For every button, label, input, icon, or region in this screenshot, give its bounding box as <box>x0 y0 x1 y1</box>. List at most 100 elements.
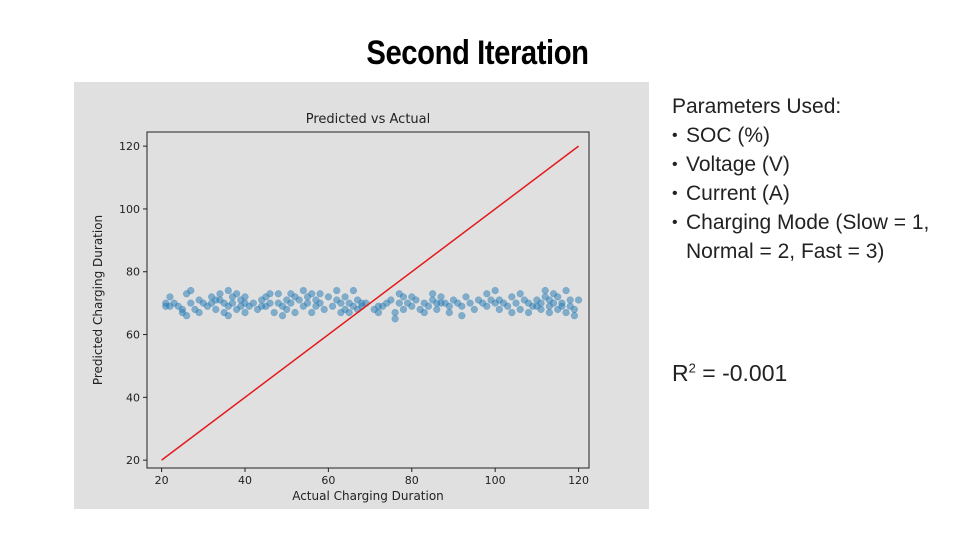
scatter-point <box>391 315 399 323</box>
scatter-point <box>349 286 358 295</box>
scatter-point <box>333 286 341 295</box>
scatter-point <box>412 296 420 304</box>
scatter-point <box>212 296 220 304</box>
r-squared-superscript: 2 <box>688 360 696 376</box>
r-squared-value: = -0.001 <box>695 360 788 386</box>
reference-line <box>161 145 580 461</box>
scatter-point <box>428 290 437 298</box>
scatter-point <box>216 290 224 298</box>
scatter-point <box>399 293 408 301</box>
parameter-item-charging-mode: Charging Mode (Slow = 1, Normal = 2, Fas… <box>672 208 942 266</box>
scatter-point <box>241 293 249 301</box>
y-tick-label: 120 <box>119 140 140 153</box>
scatter-point <box>328 302 337 310</box>
scatter-point <box>224 312 232 320</box>
parameters-title: Parameters Used: <box>672 95 842 118</box>
scatter-point <box>374 308 383 317</box>
scatter-point <box>549 299 558 307</box>
scatter-point <box>324 293 333 301</box>
scatter-point <box>437 299 445 307</box>
parameter-item-current: Current (A) <box>672 179 942 208</box>
scatter-point <box>545 308 554 317</box>
scatter-point <box>270 308 278 317</box>
scatter-point <box>504 302 512 310</box>
scatter-point <box>345 308 353 317</box>
y-axis-label: Predicted Charging Duration <box>91 215 105 385</box>
slide-title: Second Iteration <box>366 34 589 72</box>
chart-title: Predicted vs Actual <box>306 112 430 127</box>
scatter-point <box>445 302 453 310</box>
scatter-point <box>458 312 466 320</box>
y-tick-label: 80 <box>126 266 140 279</box>
scatter-point <box>466 299 474 307</box>
scatter-chart: 20 40 60 80 100 120 20 40 60 80 100 120 Predicted vs… <box>91 112 590 503</box>
x-tick-label: 40 <box>238 474 252 487</box>
scatter-point <box>524 308 533 317</box>
scatter-point <box>187 286 195 295</box>
scatter-point <box>566 296 574 304</box>
scatter-point <box>570 312 579 320</box>
scatter-point <box>316 290 324 298</box>
scatter-point <box>541 286 549 295</box>
y-tick-label: 40 <box>126 391 140 404</box>
scatter-point <box>266 299 274 307</box>
parameters-list: SOC (%) Voltage (V) Current (A) Charging… <box>672 121 942 266</box>
scatter-point <box>533 302 541 310</box>
x-tick-label: 80 <box>405 474 419 487</box>
scatter-point <box>258 302 266 310</box>
scatter-point <box>562 286 570 295</box>
scatter-point <box>283 305 291 314</box>
parameter-item-soc: SOC (%) <box>672 121 942 150</box>
x-axis-label: Actual Charging Duration <box>292 489 444 503</box>
scatter-point <box>299 286 308 295</box>
scatter-point <box>320 305 328 314</box>
x-tick-label: 100 <box>485 474 506 487</box>
y-tick-label: 60 <box>126 329 140 342</box>
scatter-point <box>166 293 174 301</box>
scatter-point <box>224 286 232 295</box>
scatter-point <box>316 299 324 307</box>
scatter-point <box>278 312 287 320</box>
scatter-point <box>516 305 524 314</box>
scatter-point <box>287 299 295 307</box>
scatter-point <box>445 308 453 317</box>
scatter-point <box>291 308 299 317</box>
x-tick-label: 120 <box>568 474 589 487</box>
scatter-point <box>195 308 203 317</box>
scatter-point <box>512 299 520 307</box>
scatter-point <box>233 290 241 298</box>
scatter-point <box>308 308 316 317</box>
scatter-point <box>395 299 403 307</box>
scatter-point <box>424 302 433 310</box>
scatter-point <box>437 293 445 301</box>
scatter-point <box>508 293 516 301</box>
r-squared-metric: R2 = -0.001 <box>672 360 787 387</box>
scatter-point <box>228 299 237 307</box>
scatter-point <box>182 312 191 320</box>
scatter-point <box>408 302 416 310</box>
scatter-point <box>374 302 383 310</box>
scatter-point <box>574 296 583 304</box>
scatter-point <box>516 290 524 298</box>
scatter-point <box>495 305 503 314</box>
scatter-point <box>308 290 316 298</box>
scatter-point <box>274 290 282 298</box>
scatter-point <box>241 308 249 317</box>
scatter-point <box>558 302 566 310</box>
scatter-point <box>554 293 562 301</box>
scatter-point <box>295 296 303 304</box>
scatter-point <box>341 293 349 301</box>
chart-figure: 20 40 60 80 100 120 20 40 60 80 100 120 Predicted vs… <box>74 82 649 509</box>
scatter-point <box>491 286 499 295</box>
scatter-point <box>508 308 516 317</box>
scatter-point <box>391 308 399 317</box>
scatter-point <box>420 308 428 317</box>
scatter-point <box>399 305 408 314</box>
scatter-point <box>303 299 312 307</box>
scatter-point <box>212 305 220 314</box>
scatter-point <box>266 290 274 298</box>
scatter-point <box>570 305 579 314</box>
scatter-point <box>470 305 478 314</box>
scatter-point <box>562 308 570 317</box>
scatter-point <box>462 293 470 301</box>
